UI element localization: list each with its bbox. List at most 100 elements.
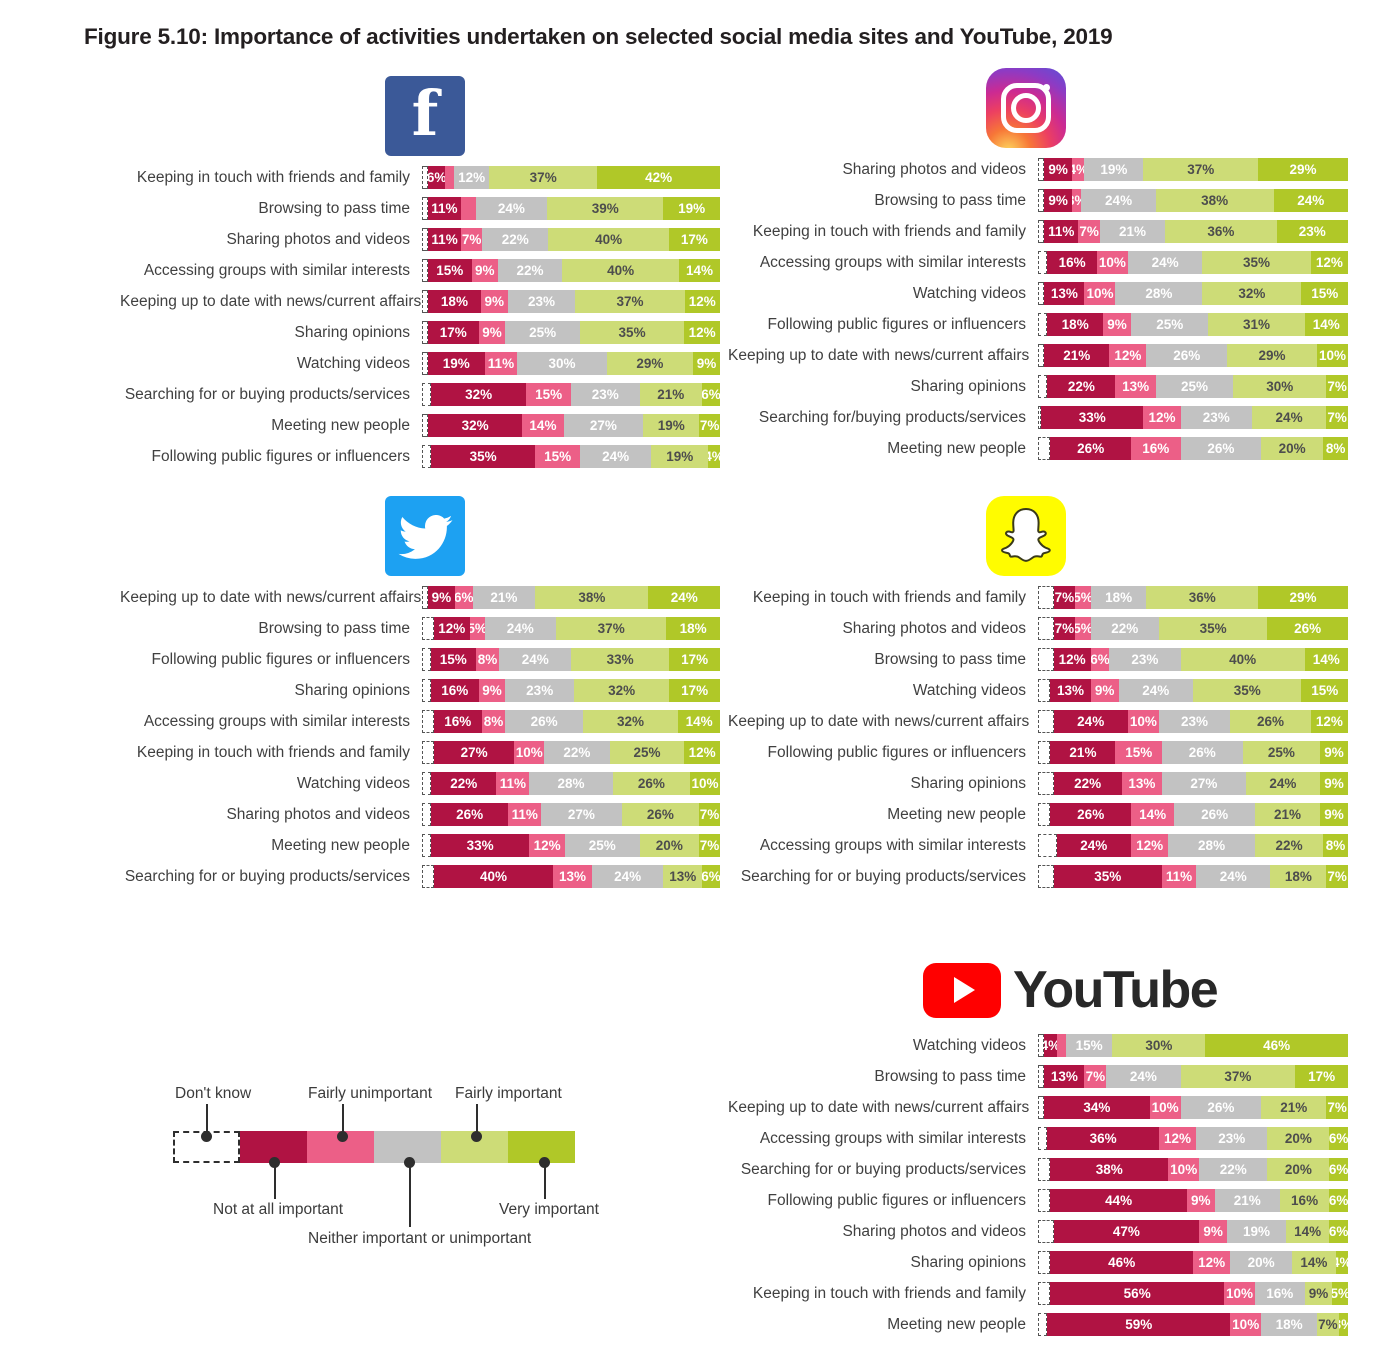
bar-segment-dont-know (1038, 344, 1045, 367)
panel-snapchat: Keeping in touch with friends and family… (728, 490, 1348, 892)
bar-segment-very-important: 9% (1320, 772, 1348, 795)
bar-segment-fairly-unimportant: 13% (1121, 772, 1162, 795)
chart-row: Meeting new people 32% 14% 27% 19% 7% (120, 410, 720, 441)
bar-segment-very-important: 24% (648, 586, 720, 609)
bar-segment-dont-know (422, 834, 431, 857)
instagram-logo (986, 68, 1066, 148)
bar-segment-fairly-important: 31% (1208, 313, 1305, 336)
stacked-bar: 47% 9% 19% 14% 6% (1038, 1220, 1348, 1243)
bar-segment-neither-important-or-unimportant: 24% (1081, 189, 1156, 212)
row-category-label: Accessing groups with similar interests (759, 1129, 1026, 1147)
bar-segment-very-important: 4% (708, 445, 720, 468)
stacked-bar: 26% 11% 27% 26% 7% (422, 803, 720, 826)
bar-segment-neither-important-or-unimportant: 28% (1168, 834, 1255, 857)
bar-segment-fairly-important: 26% (612, 772, 691, 795)
bar-segment-neither-important-or-unimportant: 21% (472, 586, 536, 609)
bar-segment-fairly-unimportant (460, 197, 476, 220)
bar-segment-very-important: 6% (702, 383, 720, 406)
chart-row: Searching for or buying products/service… (120, 379, 720, 410)
bar-segment-fairly-unimportant: 9% (1090, 679, 1119, 702)
bar-segment-not-at-all-important: 16% (430, 679, 479, 702)
stacked-bar: 18% 9% 25% 31% 14% (1038, 313, 1348, 336)
bar-segment-fairly-unimportant: 6% (454, 586, 473, 609)
bar-segment-neither-important-or-unimportant: 27% (541, 803, 622, 826)
row-category-label: Sharing photos and videos (842, 619, 1026, 637)
bar-segment-not-at-all-important: 24% (1053, 710, 1128, 733)
bar-segment-fairly-important: 38% (535, 586, 649, 609)
bar-segment-fairly-unimportant: 9% (480, 290, 508, 313)
legend-leader-not-at-all-important (274, 1163, 276, 1199)
bar-segment-dont-know (422, 166, 428, 189)
bar-segment-neither-important-or-unimportant: 23% (507, 290, 576, 313)
bar-segment-not-at-all-important: 12% (1053, 648, 1091, 671)
legend-label-fairly-important: Fairly important (455, 1085, 562, 1102)
bar-segment-neither-important-or-unimportant: 23% (1196, 1127, 1268, 1150)
bar-segment-fairly-important: 37% (1143, 158, 1259, 181)
bar-segment-neither-important-or-unimportant: 24% (475, 197, 548, 220)
stacked-bar: 38% 10% 22% 20% 6% (1038, 1158, 1348, 1181)
bar-segment-dont-know (422, 772, 431, 795)
row-category-label: Browsing to pass time (874, 1067, 1026, 1085)
row-category-label: Browsing to pass time (874, 191, 1026, 209)
bar-segment-not-at-all-important: 9% (427, 586, 455, 609)
bar-segment-not-at-all-important: 32% (427, 414, 523, 437)
bar-segment-very-important: 10% (690, 772, 720, 795)
stacked-bar: 34% 10% 26% 21% 7% (1038, 1096, 1348, 1119)
chart-row: Browsing to pass time 11% 24% 39% 19% (120, 193, 720, 224)
bar-segment-fairly-important: 38% (1155, 189, 1274, 212)
row-category-label: Sharing opinions (294, 681, 410, 699)
chart-row: Keeping up to date with news/current aff… (728, 706, 1348, 737)
bar-segment-fairly-unimportant: 10% (1096, 251, 1128, 274)
bar-segment-very-important: 5% (1332, 1282, 1348, 1305)
chart-row: Sharing photos and videos 26% 11% 27% 26% 7% (120, 799, 720, 830)
bar-segment-not-at-all-important: 21% (1050, 741, 1116, 764)
bar-segment-very-important: 46% (1205, 1034, 1348, 1057)
bar-segment-fairly-important: 36% (1165, 220, 1277, 243)
bar-segment-fairly-unimportant: 16% (1130, 437, 1181, 460)
bar-segment-dont-know (422, 803, 431, 826)
row-category-label: Sharing photos and videos (226, 805, 410, 823)
bar-segment-very-important: 7% (699, 834, 720, 857)
bar-segment-not-at-all-important: 15% (430, 648, 476, 671)
bar-segment-neither-important-or-unimportant: 15% (1065, 1034, 1113, 1057)
bar-segment-fairly-unimportant: 14% (1130, 803, 1175, 826)
bar-segment-not-at-all-important: 46% (1050, 1251, 1193, 1274)
stacked-bar: 24% 12% 28% 22% 8% (1038, 834, 1348, 857)
chart-rows-snapchat: Keeping in touch with friends and family… (728, 582, 1348, 892)
row-category-label: Following public figures or influencers (767, 1191, 1026, 1209)
twitter-logo-wrap (120, 490, 720, 582)
row-category-label: Sharing opinions (910, 774, 1026, 792)
row-category-label: Keeping up to date with news/current aff… (728, 712, 1030, 730)
bar-segment-very-important: 14% (1304, 313, 1348, 336)
bar-segment-neither-important-or-unimportant: 22% (1090, 617, 1159, 640)
bar-segment-fairly-important: 32% (1202, 282, 1302, 305)
bar-segment-neither-important-or-unimportant: 22% (1199, 1158, 1268, 1181)
bar-segment-fairly-unimportant: 15% (1115, 741, 1162, 764)
chart-row: Keeping in touch with friends and family… (120, 162, 720, 193)
chart-rows-facebook: Keeping in touch with friends and family… (120, 162, 720, 472)
bar-segment-very-important: 18% (666, 617, 720, 640)
bar-segment-not-at-all-important: 32% (430, 383, 527, 406)
youtube-logo-wrap: YouTube (728, 950, 1348, 1030)
bar-segment-fairly-important: 26% (621, 803, 700, 826)
bar-segment-fairly-unimportant: 10% (1149, 1096, 1181, 1119)
row-category-label: Keeping in touch with friends and family (752, 588, 1026, 606)
bar-segment-not-at-all-important: 44% (1050, 1189, 1187, 1212)
bar-segment-not-at-all-important: 13% (1044, 282, 1085, 305)
bar-segment-fairly-important: 39% (547, 197, 664, 220)
bar-segment-fairly-important: 40% (562, 259, 680, 282)
bar-segment-not-at-all-important: 59% (1047, 1313, 1231, 1336)
bar-segment-very-important: 3% (1338, 1313, 1348, 1336)
stacked-bar: 12%5%24%37%18% (422, 617, 720, 640)
bar-segment-dont-know (422, 352, 428, 375)
bar-segment-dont-know (1038, 1251, 1051, 1274)
bar-segment-dont-know (422, 617, 434, 640)
bar-segment-fairly-unimportant: 13% (553, 865, 592, 888)
bar-segment-very-important: 6% (1329, 1127, 1348, 1150)
panel-twitter: Keeping up to date with news/current aff… (120, 490, 720, 892)
instagram-dot-icon (1043, 84, 1050, 91)
chart-row: Watching videos 22% 11% 28% 26% 10% (120, 768, 720, 799)
bar-segment-neither-important-or-unimportant: 23% (570, 383, 640, 406)
